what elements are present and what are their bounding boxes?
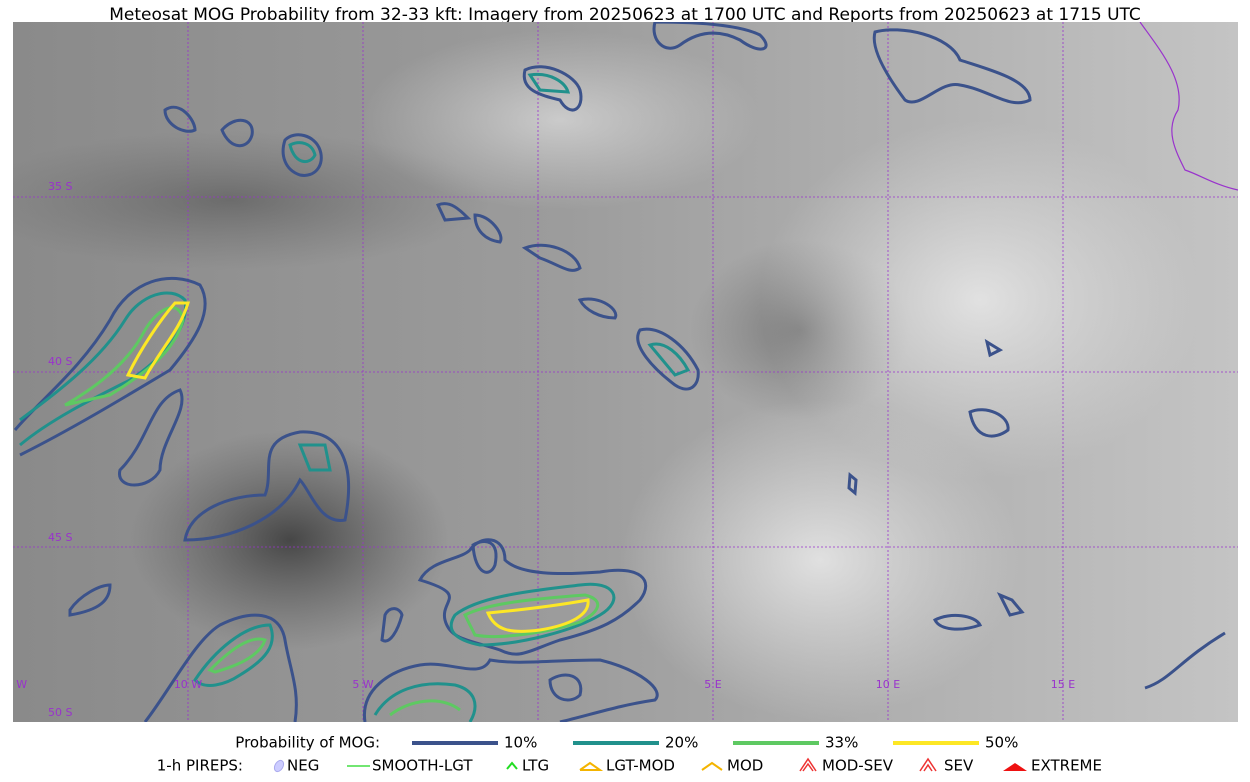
lon-label: 10 W [174,678,202,691]
legend-label: 20% [665,734,698,752]
legend-label: LTG [522,757,549,775]
legend-title: 1-h PIREPS: [157,757,243,775]
lon-label: 5 E [704,678,721,691]
legend-label: 33% [825,734,858,752]
legend: Probability of MOG: 1-h PIREPS: 10% 20% 33… [157,734,1102,775]
lon-label: 15 E [1051,678,1075,691]
lon-label: 15 W [0,678,27,691]
lat-label: 45 S [48,531,72,544]
legend-title: Probability of MOG: [235,734,380,752]
lat-label: 50 S [48,706,72,719]
legend-label: 10% [504,734,537,752]
legend-label: 50% [985,734,1018,752]
legend-label: EXTREME [1031,757,1102,775]
lon-label: 10 E [876,678,900,691]
lat-label: 40 S [48,355,72,368]
lat-label: 35 S [48,180,72,193]
legend-label: MOD [727,757,763,775]
title: Meteosat MOG Probability from 32-33 kft:… [109,5,1141,25]
grid [13,22,1238,722]
legend-label: MOD-SEV [822,757,894,775]
contours [13,22,1226,722]
legend-label: SEV [944,757,974,775]
map: 35 S 40 S 45 S 50 S 15 W 10 W 5 W 5 E 10… [0,22,1238,722]
legend-label: LGT-MOD [606,757,675,775]
legend-label: NEG [287,757,319,775]
lon-label: 5 W [352,678,373,691]
legend-label: SMOOTH-LGT [372,757,473,775]
